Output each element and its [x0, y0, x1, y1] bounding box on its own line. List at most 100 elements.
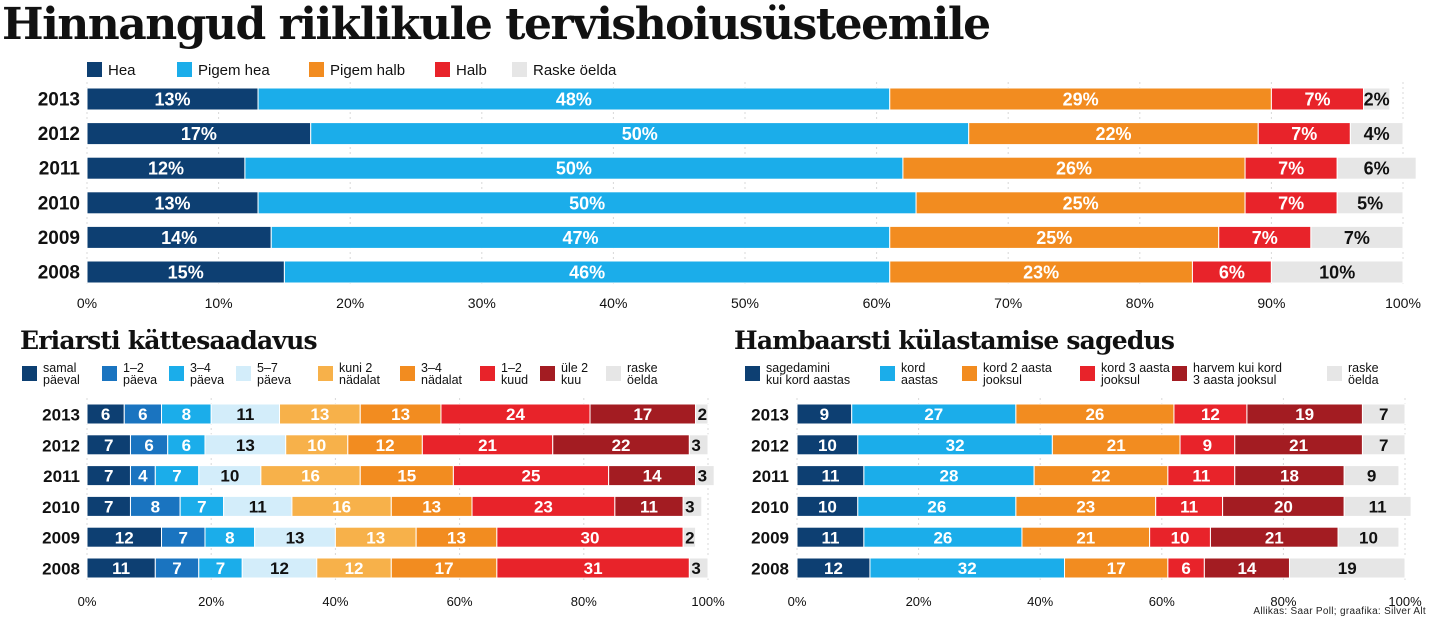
data-label-eriarst-2011-2: 7: [172, 467, 181, 486]
year-label-main-3: 2010: [38, 193, 80, 214]
data-label-eriarst-2010-6: 23: [534, 498, 553, 517]
data-label-hambaarst-2011-1: 28: [940, 467, 959, 486]
data-label-eriarst-2012-2: 6: [182, 436, 191, 455]
data-label-eriarst-2013-1: 6: [138, 405, 147, 424]
data-label-eriarst-2011-4: 16: [301, 467, 320, 486]
data-label-eriarst-2012-3: 13: [236, 436, 255, 455]
data-label-hambaarst-2009-4: 21: [1265, 528, 1284, 547]
data-label-eriarst-2009-3: 13: [286, 528, 305, 547]
data-label-eriarst-2008-1: 7: [172, 559, 181, 578]
year-label-hambaarst-3: 2010: [751, 498, 789, 517]
data-label-main-2013-1: 48%: [556, 89, 592, 109]
tick-label-main-3: 30%: [468, 295, 496, 311]
data-label-hambaarst-2009-2: 21: [1076, 528, 1095, 547]
year-label-hambaarst-4: 2009: [751, 529, 789, 548]
data-label-hambaarst-2013-1: 27: [924, 405, 943, 424]
legend-label-eriarst-8-a: raske: [627, 361, 658, 375]
data-label-eriarst-2012-1: 6: [144, 436, 153, 455]
bar-hambaarst-2008-5: [1288, 557, 1406, 579]
data-label-eriarst-2011-1: 4: [138, 467, 148, 486]
bar-main-2008-4: [1270, 260, 1404, 284]
tick-label-main-9: 90%: [1257, 295, 1285, 311]
data-label-eriarst-2012-0: 7: [104, 436, 113, 455]
data-label-eriarst-2012-6: 21: [478, 436, 497, 455]
tick-label-main-10: 100%: [1385, 295, 1421, 311]
legend-swatch-hambaarst-0: [745, 366, 760, 381]
tick-label-hambaarst-4: 80%: [1270, 594, 1296, 609]
data-label-eriarst-2010-5: 13: [422, 498, 441, 517]
year-label-eriarst-3: 2010: [42, 498, 80, 517]
legend-label-eriarst-3-a: 5–7: [257, 361, 278, 375]
legend-label-eriarst-2-a: 3–4: [190, 361, 211, 375]
data-label-eriarst-2008-6: 31: [584, 559, 603, 578]
data-label-eriarst-2009-0: 12: [115, 528, 134, 547]
year-label-main-5: 2008: [38, 263, 80, 284]
legend-label-hambaarst-4-a: harvem kui kord: [1193, 361, 1282, 375]
data-label-eriarst-2008-2: 7: [216, 559, 225, 578]
year-label-hambaarst-2: 2011: [752, 467, 789, 486]
legend-label-eriarst-0-a: samal: [43, 361, 76, 375]
legend-label-hambaarst-1-b: aastas: [901, 373, 938, 387]
legend-label-hambaarst-3-b: jooksul: [1100, 373, 1140, 387]
data-label-hambaarst-2010-4: 20: [1274, 498, 1293, 517]
legend-label-eriarst-7-b: kuu: [561, 373, 581, 387]
data-label-eriarst-2008-5: 17: [435, 559, 454, 578]
legend-label-eriarst-8-b: öelda: [627, 373, 658, 387]
tick-label-eriarst-5: 100%: [691, 594, 725, 609]
data-label-eriarst-2010-3: 11: [249, 498, 267, 517]
tick-label-main-2: 20%: [336, 295, 364, 311]
data-label-eriarst-2011-3: 10: [220, 467, 239, 486]
page-title: Hinnangud riiklikule tervishoiusüsteemil…: [2, 0, 991, 50]
data-label-hambaarst-2012-2: 21: [1107, 436, 1126, 455]
data-label-hambaarst-2008-0: 12: [824, 559, 843, 578]
bar-hambaarst-2011-5: [1343, 465, 1400, 487]
data-label-hambaarst-2009-5: 10: [1359, 528, 1378, 547]
year-label-eriarst-2: 2011: [43, 467, 80, 486]
legend-label-main-1: Pigem hea: [198, 62, 270, 79]
year-label-hambaarst-0: 2013: [751, 406, 789, 425]
legend-label-eriarst-6-b: kuud: [501, 373, 528, 387]
legend-swatch-hambaarst-4: [1172, 366, 1187, 381]
data-label-eriarst-2013-4: 13: [310, 405, 329, 424]
data-label-eriarst-2011-8: 3: [698, 467, 707, 486]
data-label-eriarst-2013-3: 11: [236, 405, 254, 424]
data-label-eriarst-2011-7: 14: [643, 467, 662, 486]
legend-swatch-eriarst-1: [102, 366, 117, 381]
legend-swatch-hambaarst-5: [1327, 366, 1342, 381]
tick-label-hambaarst-5: 100%: [1388, 594, 1422, 609]
data-label-main-2011-3: 7%: [1278, 159, 1304, 179]
legend-label-main-4: Raske öelda: [533, 62, 617, 79]
data-label-eriarst-2012-4: 10: [307, 436, 326, 455]
data-label-eriarst-2013-7: 17: [633, 405, 652, 424]
legend-label-eriarst-2-b: päeva: [190, 373, 224, 387]
year-label-hambaarst-5: 2008: [751, 560, 789, 579]
tick-label-hambaarst-3: 60%: [1149, 594, 1175, 609]
legend-label-eriarst-1-a: 1–2: [123, 361, 144, 375]
data-label-eriarst-2013-8: 2: [698, 405, 707, 424]
year-label-main-4: 2009: [38, 228, 80, 249]
data-label-hambaarst-2013-3: 12: [1201, 405, 1220, 424]
data-label-hambaarst-2012-1: 32: [946, 436, 965, 455]
data-label-main-2008-2: 23%: [1023, 262, 1059, 282]
data-label-eriarst-2013-5: 13: [391, 405, 410, 424]
data-label-eriarst-2012-7: 22: [612, 436, 631, 455]
bar-hambaarst-2012-5: [1361, 434, 1406, 456]
year-label-eriarst-4: 2009: [42, 529, 80, 548]
tick-label-hambaarst-2: 40%: [1027, 594, 1053, 609]
legend-label-eriarst-5-b: nädalat: [421, 373, 463, 387]
data-label-hambaarst-2010-5: 11: [1369, 498, 1387, 517]
data-label-eriarst-2010-8: 3: [685, 498, 694, 517]
data-label-eriarst-2010-2: 7: [197, 498, 206, 517]
tick-label-main-1: 10%: [205, 295, 233, 311]
data-label-eriarst-2009-6: 30: [581, 528, 600, 547]
data-label-hambaarst-2013-4: 19: [1295, 405, 1314, 424]
legend-label-hambaarst-5-a: raske: [1348, 361, 1379, 375]
legend-swatch-main-3: [435, 62, 450, 77]
year-label-eriarst-1: 2012: [42, 436, 80, 455]
tick-label-main-7: 70%: [994, 295, 1022, 311]
legend-swatch-eriarst-8: [606, 366, 621, 381]
data-label-hambaarst-2010-2: 23: [1076, 498, 1095, 517]
bar-hambaarst-2009-5: [1337, 526, 1400, 548]
tick-label-main-6: 60%: [863, 295, 891, 311]
data-label-main-2009-3: 7%: [1252, 228, 1278, 248]
